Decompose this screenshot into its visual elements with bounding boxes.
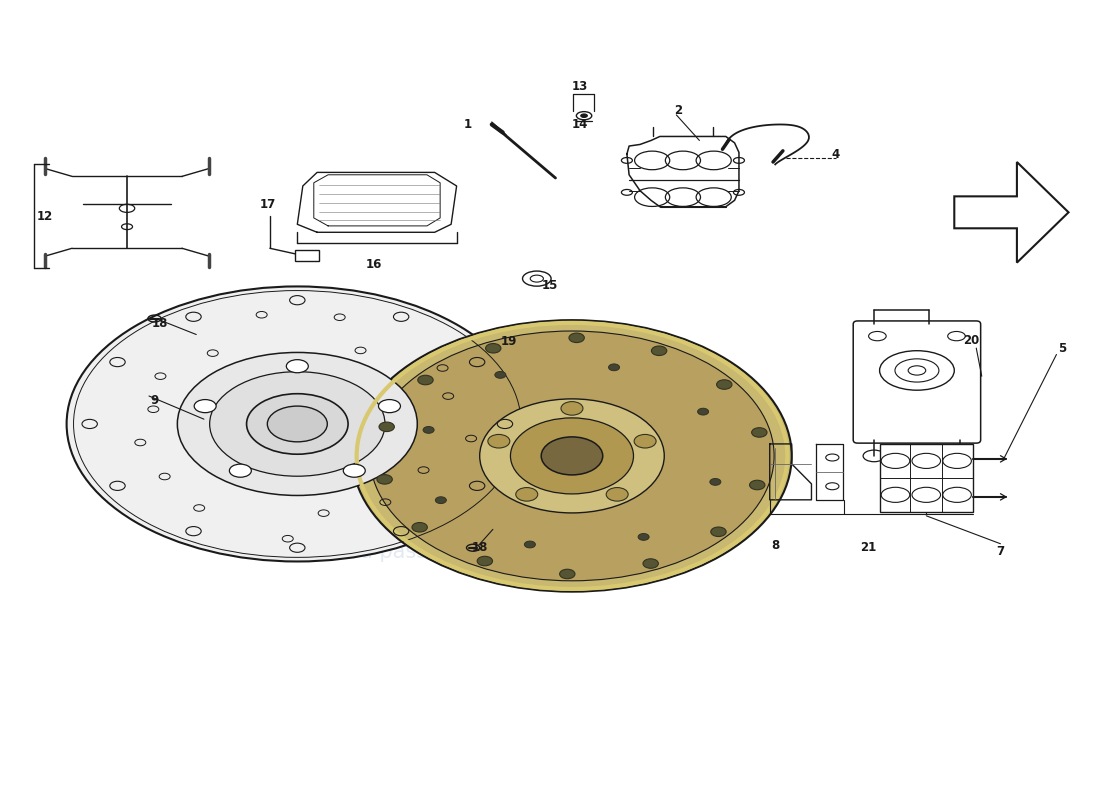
Text: 1: 1 — [463, 118, 472, 131]
Text: 18: 18 — [152, 317, 168, 330]
Text: 20: 20 — [962, 334, 979, 346]
Ellipse shape — [561, 402, 583, 415]
Ellipse shape — [379, 422, 395, 431]
Ellipse shape — [644, 558, 659, 568]
Polygon shape — [955, 162, 1068, 262]
Text: 15: 15 — [542, 279, 558, 292]
Ellipse shape — [487, 434, 509, 448]
Ellipse shape — [634, 434, 656, 448]
Text: 16: 16 — [366, 258, 383, 270]
Text: 2: 2 — [674, 105, 683, 118]
Ellipse shape — [195, 399, 217, 413]
Ellipse shape — [230, 464, 252, 478]
Text: 4: 4 — [832, 147, 839, 161]
Ellipse shape — [711, 527, 726, 537]
Ellipse shape — [477, 556, 493, 566]
Ellipse shape — [560, 570, 575, 578]
Ellipse shape — [651, 346, 667, 355]
Ellipse shape — [177, 353, 417, 495]
Ellipse shape — [751, 428, 767, 437]
Text: eurospares: eurospares — [177, 387, 660, 461]
Ellipse shape — [608, 364, 619, 370]
Ellipse shape — [525, 541, 536, 548]
Ellipse shape — [246, 394, 348, 454]
Text: 8: 8 — [771, 539, 779, 552]
Ellipse shape — [352, 320, 792, 592]
Ellipse shape — [418, 375, 433, 385]
Ellipse shape — [606, 487, 628, 501]
Ellipse shape — [516, 487, 538, 501]
Ellipse shape — [569, 333, 584, 342]
Text: 17: 17 — [260, 198, 276, 211]
Ellipse shape — [210, 372, 385, 476]
Text: 18: 18 — [472, 542, 488, 554]
Text: 19: 19 — [502, 335, 517, 348]
Text: 13: 13 — [572, 80, 587, 93]
Ellipse shape — [436, 497, 447, 503]
FancyBboxPatch shape — [295, 250, 319, 261]
Ellipse shape — [749, 480, 764, 490]
Ellipse shape — [638, 534, 649, 540]
Ellipse shape — [697, 408, 708, 415]
FancyBboxPatch shape — [854, 321, 981, 443]
Text: 21: 21 — [860, 542, 877, 554]
Ellipse shape — [510, 418, 634, 494]
Ellipse shape — [716, 380, 732, 390]
Ellipse shape — [424, 426, 434, 434]
FancyBboxPatch shape — [880, 444, 974, 512]
Ellipse shape — [710, 478, 720, 486]
Ellipse shape — [67, 286, 528, 562]
Ellipse shape — [480, 399, 664, 513]
Ellipse shape — [485, 343, 501, 353]
Ellipse shape — [286, 360, 308, 373]
Ellipse shape — [343, 464, 365, 478]
Ellipse shape — [541, 437, 603, 475]
Ellipse shape — [495, 371, 506, 378]
Ellipse shape — [267, 406, 328, 442]
Ellipse shape — [377, 474, 393, 484]
Text: 7: 7 — [997, 546, 1004, 558]
Text: a passion for parts since 1985: a passion for parts since 1985 — [360, 542, 674, 562]
Text: 12: 12 — [36, 210, 53, 223]
Ellipse shape — [378, 399, 400, 413]
Ellipse shape — [581, 114, 587, 118]
Ellipse shape — [370, 331, 774, 581]
Text: 9: 9 — [151, 394, 158, 406]
Ellipse shape — [412, 522, 427, 532]
Text: 5: 5 — [1058, 342, 1066, 354]
Text: 14: 14 — [572, 118, 587, 131]
